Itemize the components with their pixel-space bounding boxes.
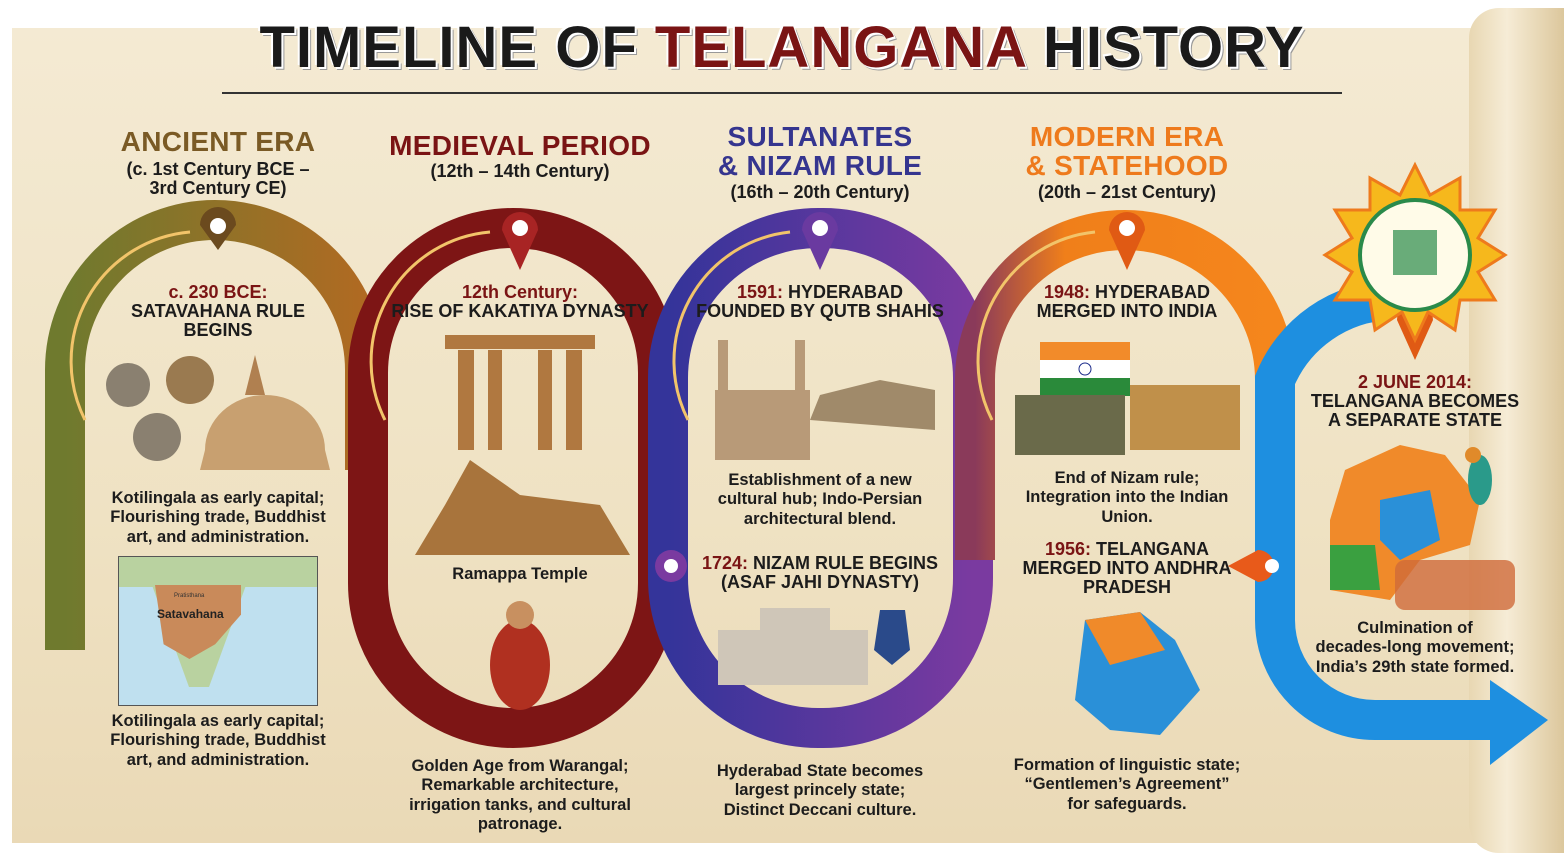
era-title-modern: MODERN ERA & STATEHOOD	[1025, 121, 1229, 182]
desc-modern-2: Formation of linguistic state; “Gentlemen…	[1013, 756, 1241, 813]
map-small-label: Pratisthana	[174, 593, 205, 599]
event-1591: 1591: HYDERABAD FOUNDED BY QUTB SHAHIS	[696, 282, 944, 321]
event-12th-century: 12th Century: RISE OF KAKATIYA DYNASTY	[391, 282, 649, 321]
soldiers-illustration	[1015, 395, 1125, 455]
celebrating-crowd-illustration	[1395, 560, 1515, 610]
desc-statehood: Culmination of decades-long movement; Indi…	[1315, 619, 1515, 676]
ramappa-caption: Ramappa Temple	[452, 565, 588, 583]
title-part3: HISTORY	[1025, 15, 1305, 80]
event-2014: 2 JUNE 2014: TELANGANA BECOMES A SEPARATE …	[1310, 372, 1520, 430]
desc-medieval: Golden Age from Warangal; Remarkable arch…	[409, 757, 631, 834]
satavahana-map: Pratisthana Satavahana	[118, 556, 318, 706]
event-1956: 1956: TELANGANA MERGED INTO ANDHRA PRADESH	[1022, 539, 1232, 597]
pin-1724	[655, 550, 687, 582]
rudrama-devi-illustration	[490, 601, 550, 710]
era-title-medieval: MEDIEVAL PERIOD	[389, 130, 651, 161]
desc-ancient-2: Kotilingala as early capital; Flourishing…	[110, 712, 326, 769]
event-1948: 1948: HYDERABAD MERGED INTO INDIA	[1036, 282, 1218, 321]
pin-1956	[1228, 550, 1279, 582]
title-divider	[222, 92, 1342, 94]
era-title-sultanates: SULTANATES & NIZAM RULE	[717, 121, 923, 182]
era-range-medieval: (12th – 14th Century)	[430, 161, 610, 181]
pin-modern	[1109, 212, 1145, 270]
telangana-map-2014	[1330, 445, 1480, 600]
event-230bce: c. 230 BCE: SATAVAHANA RULE BEGINS	[131, 282, 305, 340]
indian-flag-illustration	[1040, 342, 1130, 396]
event-1724: 1724: NIZAM RULE BEGINS (ASAF JAHI DYNAST…	[701, 553, 939, 592]
ramappa-temple-illustration	[415, 460, 630, 555]
pin-sultanates	[802, 212, 838, 270]
signing-officers-illustration	[1130, 385, 1240, 450]
government-seal-icon	[1322, 161, 1508, 344]
title-part1: TIMELINE OF	[259, 15, 655, 80]
era-range-ancient: (c. 1st Century BCE –3rd Century CE)	[126, 159, 310, 198]
desc-ancient-1: Kotilingala as early capital; Flourishing…	[110, 489, 326, 546]
pin-medieval	[502, 212, 538, 270]
arrow-head-icon	[1490, 680, 1548, 765]
era-range-modern: (20th – 21st Century)	[1037, 182, 1217, 202]
pin-ancient	[200, 207, 236, 250]
coins-illustration	[106, 356, 214, 461]
kingfisher-bird-illustration	[1465, 447, 1492, 505]
telangana-map-1956	[1075, 612, 1200, 735]
page-title: TIMELINE OF TELANGANA HISTORY	[0, 14, 1564, 81]
nizam-palace-illustration	[718, 608, 910, 685]
era-range-sultanates: (16th – 20th Century)	[730, 182, 910, 202]
desc-modern-1: End of Nizam rule; Integration into the I…	[1025, 469, 1229, 526]
era-title-ancient: ANCIENT ERA	[120, 126, 316, 157]
stupa-illustration	[200, 355, 330, 470]
charminar-golconda-illustration	[715, 340, 935, 460]
map-label: Satavahana	[157, 607, 224, 621]
desc-sultanates-1: Establishment of a new cultural hub; Indo…	[717, 471, 923, 528]
desc-sultanates-2: Hyderabad State becomes largest princely …	[716, 762, 924, 819]
kakatiya-gateway-illustration	[445, 335, 595, 450]
title-accent: TELANGANA	[654, 15, 1026, 80]
